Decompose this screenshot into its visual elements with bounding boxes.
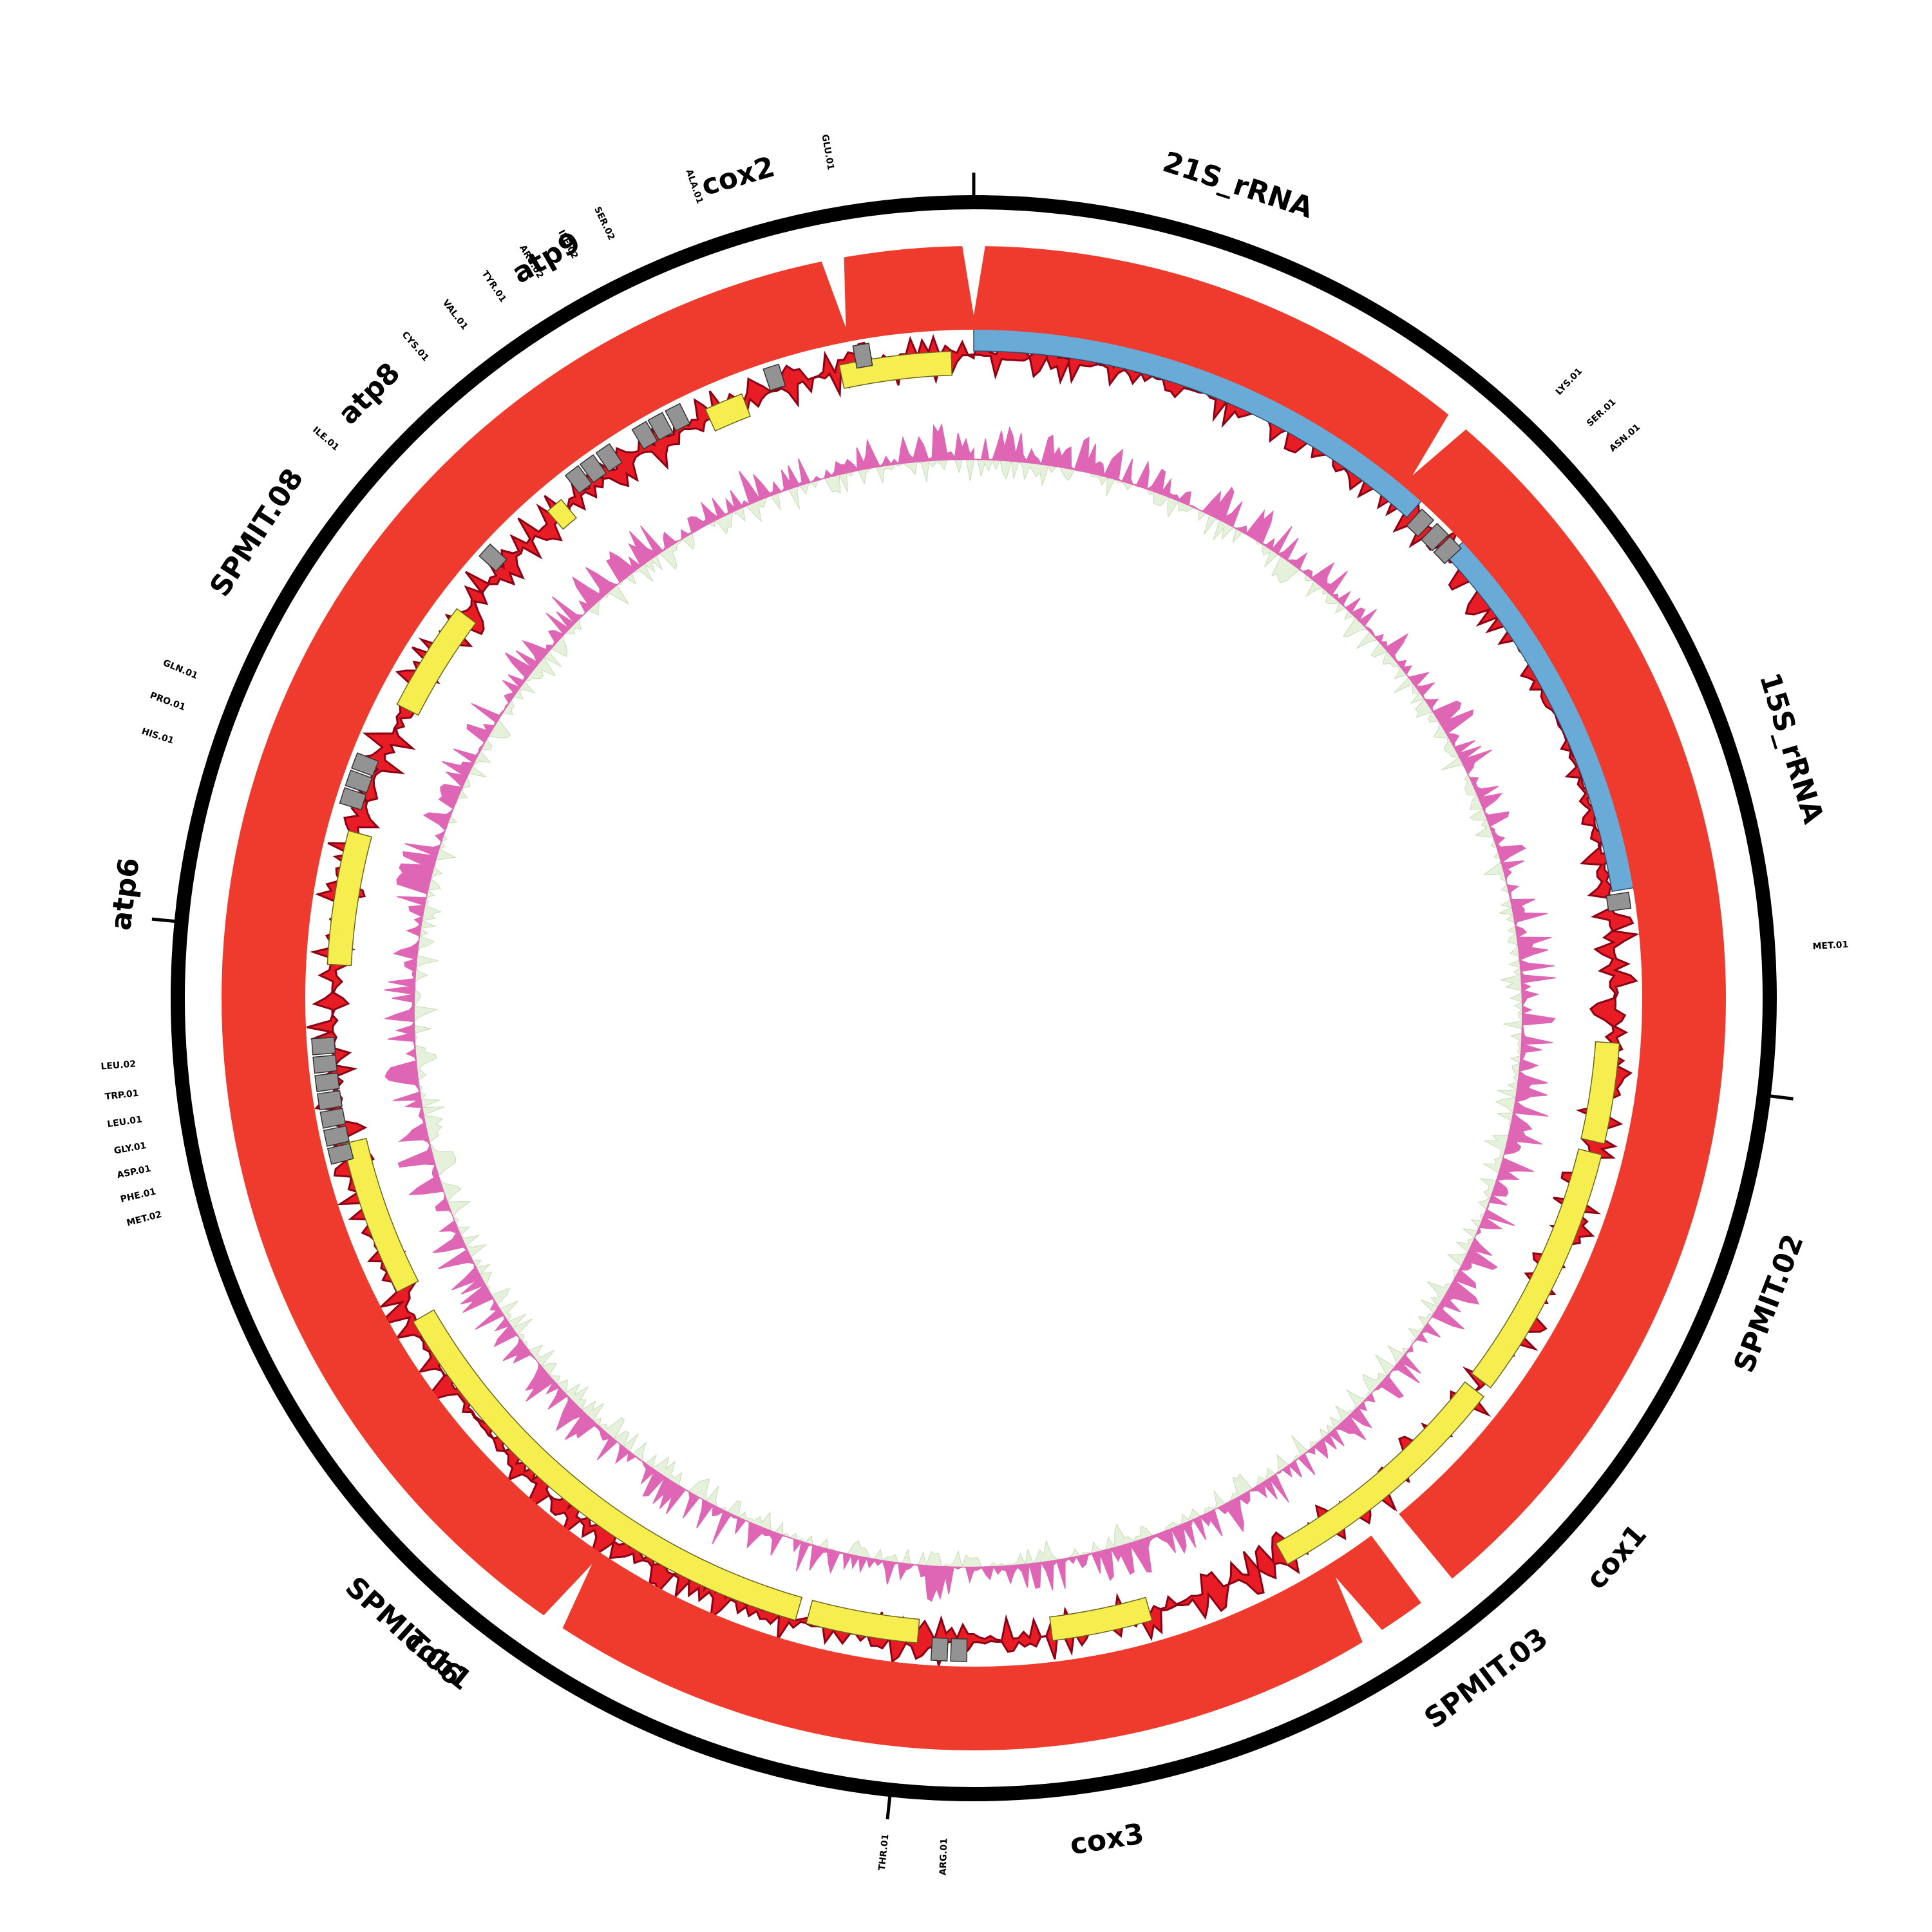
trna-block (852, 343, 873, 369)
cds-block (396, 608, 477, 716)
trna-block (478, 543, 507, 572)
gene-label-cox1: cox1 (1580, 1518, 1653, 1595)
trna-label: ASN.01 (1607, 422, 1642, 454)
trna-label: GLN.01 (162, 658, 200, 681)
trna-block (312, 1054, 338, 1074)
cds-block (1275, 1381, 1485, 1566)
coverage-gap (961, 243, 986, 316)
trna-label: SER.01 (1585, 397, 1618, 429)
tick-marks (151, 173, 1794, 1820)
coverage-ring (222, 246, 1726, 1750)
gene-label-cox3: cox3 (1068, 1817, 1146, 1861)
cds-block (1049, 1596, 1153, 1642)
gene-label-21s-rrna: 21S_rRNA (1159, 146, 1317, 225)
trna-block (950, 1638, 968, 1662)
trna-block (665, 402, 691, 432)
trna-label: CYS.01 (400, 330, 431, 363)
trna-block (579, 454, 607, 484)
trna-label: MET.02 (126, 1209, 163, 1229)
trna-block (311, 1036, 336, 1056)
trna-label: TYR.01 (480, 269, 508, 305)
trna-label: PRO.01 (149, 690, 187, 713)
coverage-gap (542, 1564, 592, 1631)
coverage-gap (1368, 1510, 1455, 1607)
tick-mark (151, 917, 182, 924)
trna-block (1420, 522, 1450, 552)
tick-mark (1763, 1094, 1794, 1101)
coverage-gap (1412, 412, 1468, 475)
cds-block (705, 393, 752, 432)
trna-label: ASP.01 (116, 1164, 152, 1181)
trna-label: ARG.01 (938, 1838, 949, 1875)
trna-label: VAL.01 (440, 298, 470, 332)
trna-block (345, 770, 373, 793)
gc-content-track (384, 423, 1556, 1602)
gc-pink-area (384, 423, 1556, 1602)
gene-labels: cox2 21S_rRNAatp9atp8SPMIT.0815S_rRNAatp6… (104, 146, 1830, 1861)
trna-block (595, 443, 623, 473)
trna-label: MET.01 (1812, 940, 1849, 952)
trna-block (327, 1142, 354, 1165)
trna-block (647, 412, 674, 441)
trna-block (314, 1072, 340, 1092)
trna-label: HIS.01 (140, 726, 175, 746)
trna-label: GLY.01 (113, 1141, 147, 1157)
gene-label-atp6: atp6 (104, 856, 146, 932)
gene-label-cox2: cox2 (698, 150, 779, 202)
trna-block (319, 1108, 346, 1129)
cds-block (412, 1309, 803, 1621)
feature-track (311, 327, 1636, 1662)
coverage-gap (1335, 1577, 1384, 1645)
trna-label: PHE.01 (119, 1186, 157, 1205)
trna-label: ILE.01 (310, 425, 341, 453)
cds-block (805, 1600, 920, 1643)
trna-block (323, 1125, 350, 1147)
trna-block (1433, 536, 1463, 565)
gc-pale-area (413, 459, 1523, 1568)
trna-label: TRP.01 (104, 1088, 139, 1103)
coverage-band (222, 243, 1726, 1750)
trna-block (339, 787, 367, 811)
trna-label: LYS.01 (1554, 366, 1584, 397)
tick-mark (886, 1789, 893, 1820)
gene-label-atp8: atp8 (332, 356, 406, 431)
cds-block (327, 829, 372, 967)
trna-block (930, 1637, 949, 1662)
trna-label: LEU.01 (106, 1114, 142, 1130)
trna-block (564, 465, 592, 494)
cds-block (546, 498, 578, 530)
trna-block (316, 1090, 343, 1111)
cds-block (342, 1137, 419, 1293)
cds-block (1471, 1148, 1603, 1388)
gene-label-spmit02: SPMIT.02 (1727, 1230, 1810, 1378)
trna-label: LEU.02 (100, 1059, 137, 1072)
trna-block (1406, 508, 1435, 538)
cds-block (1580, 1041, 1620, 1144)
trna-block (631, 421, 658, 450)
trna-block (1605, 891, 1632, 912)
coverage-gap (820, 254, 846, 328)
gene-label-15s-rrna: 15S_rRNA (1753, 669, 1830, 828)
trna-block (351, 752, 379, 777)
trna-label: GLU.01 (819, 133, 835, 171)
trna-label: THR.01 (877, 1833, 891, 1871)
trna-block (762, 363, 786, 392)
trna-label: SER.02 (592, 205, 616, 242)
